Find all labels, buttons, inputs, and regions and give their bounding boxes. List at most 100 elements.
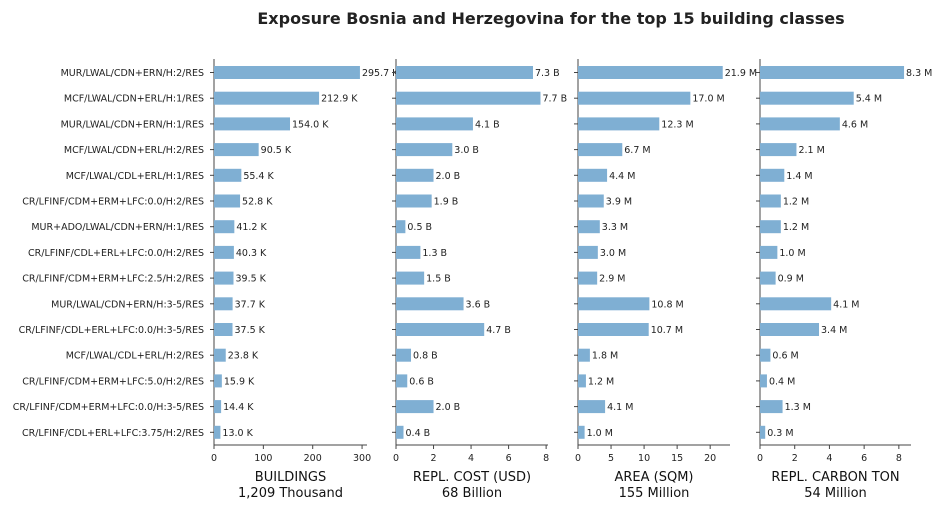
- bar: [578, 245, 598, 259]
- data-label: 90.5 K: [261, 145, 292, 156]
- bar: [760, 400, 783, 414]
- data-label: 212.9 K: [321, 94, 358, 105]
- bar: [760, 425, 766, 439]
- data-label: 1.2 M: [783, 197, 809, 208]
- bar: [396, 374, 408, 388]
- data-label: 4.1 M: [607, 402, 633, 413]
- data-label: 4.1 B: [475, 119, 500, 130]
- bar: [760, 374, 767, 388]
- category-label: MUR/LWAL/CDN+ERN/H:2/RES: [61, 68, 204, 79]
- x-axis-total: 1,209 Thousand: [238, 486, 343, 501]
- bar: [578, 143, 623, 157]
- bar: [396, 245, 421, 259]
- x-axis-label: REPL. CARBON TON: [771, 470, 899, 485]
- bar: [396, 297, 464, 311]
- data-label: 1.0 M: [587, 428, 613, 439]
- bar: [396, 91, 541, 105]
- x-tick-label: 8: [543, 453, 549, 464]
- bar: [396, 194, 432, 208]
- data-label: 41.2 K: [236, 222, 267, 233]
- data-label: 4.6 M: [842, 119, 868, 130]
- x-tick-label: 0: [757, 453, 763, 464]
- bar: [214, 220, 235, 234]
- data-label: 10.8 M: [651, 299, 683, 310]
- x-tick-label: 2: [792, 453, 798, 464]
- data-label: 15.9 K: [224, 376, 255, 387]
- bar: [396, 400, 434, 414]
- x-tick-label: 0: [211, 453, 217, 464]
- x-axis-total: 68 Billion: [442, 486, 502, 501]
- category-label: CR/LFINF/CDM+ERM+LFC:0.0/H:2/RES: [22, 197, 204, 208]
- data-label: 0.4 M: [769, 376, 795, 387]
- data-label: 37.7 K: [235, 299, 266, 310]
- data-label: 1.3 M: [785, 402, 811, 413]
- x-tick-label: 0: [393, 453, 399, 464]
- data-label: 52.8 K: [242, 197, 273, 208]
- bar: [578, 348, 590, 362]
- data-label: 0.3 M: [767, 428, 793, 439]
- data-label: 13.0 K: [222, 428, 253, 439]
- data-label: 3.6 B: [466, 299, 491, 310]
- bar: [578, 117, 660, 131]
- bar: [214, 143, 259, 157]
- data-label: 40.3 K: [236, 248, 267, 259]
- x-tick-label: 4: [826, 453, 832, 464]
- data-label: 1.5 B: [426, 274, 451, 285]
- category-label: CR/LFINF/CDL+ERL+LFC:0.0/H:3-5/RES: [19, 325, 204, 336]
- bar: [578, 66, 723, 79]
- bar: [214, 66, 360, 79]
- data-label: 17.0 M: [692, 94, 724, 105]
- category-label: CR/LFINF/CDL+ERL+LFC:3.75/H:2/RES: [22, 428, 204, 439]
- data-label: 4.7 B: [486, 325, 511, 336]
- data-label: 14.4 K: [223, 402, 254, 413]
- data-label: 4.4 M: [609, 171, 635, 182]
- data-label: 154.0 K: [292, 119, 329, 130]
- data-label: 3.4 M: [821, 325, 847, 336]
- category-label: MCF/LWAL/CDL+ERL/H:2/RES: [66, 351, 204, 362]
- data-label: 8.3 M: [906, 68, 932, 79]
- data-label: 1.0 M: [779, 248, 805, 259]
- bar: [214, 117, 291, 131]
- data-label: 3.0 B: [454, 145, 479, 156]
- data-label: 0.9 M: [778, 274, 804, 285]
- x-tick-label: 8: [896, 453, 902, 464]
- data-label: 0.5 B: [407, 222, 432, 233]
- bar: [214, 194, 241, 208]
- x-tick-label: 4: [468, 453, 474, 464]
- bar: [214, 271, 234, 285]
- bar: [578, 297, 650, 311]
- data-label: 2.0 B: [436, 171, 461, 182]
- category-label: MUR+ADO/LWAL/CDN+ERN/H:1/RES: [31, 222, 204, 233]
- bar: [396, 66, 533, 79]
- category-label: MUR/LWAL/CDN+ERN/H:1/RES: [61, 119, 204, 130]
- x-tick-label: 6: [861, 453, 867, 464]
- category-label: MCF/LWAL/CDN+ERL/H:2/RES: [64, 145, 204, 156]
- category-label: MUR/LWAL/CDN+ERN/H:3-5/RES: [51, 299, 204, 310]
- data-label: 12.3 M: [661, 119, 693, 130]
- bar: [214, 400, 222, 414]
- bar: [214, 168, 242, 182]
- bar: [214, 374, 222, 388]
- bar: [396, 425, 404, 439]
- x-axis-total: 54 Million: [804, 486, 867, 501]
- data-label: 2.1 M: [798, 145, 824, 156]
- bar: [760, 168, 785, 182]
- data-label: 1.2 M: [783, 222, 809, 233]
- data-label: 6.7 M: [624, 145, 650, 156]
- bar: [214, 245, 234, 259]
- x-tick-label: 6: [506, 453, 512, 464]
- data-label: 3.9 M: [606, 197, 632, 208]
- bar: [578, 400, 606, 414]
- x-axis-label: REPL. COST (USD): [413, 470, 531, 485]
- x-tick-label: 10: [638, 453, 650, 464]
- bar: [760, 143, 797, 157]
- bar: [214, 323, 233, 336]
- data-label: 2.0 B: [436, 402, 461, 413]
- bar: [760, 66, 905, 79]
- bar: [760, 91, 854, 105]
- bar: [578, 220, 600, 234]
- bar: [578, 271, 598, 285]
- data-label: 1.9 B: [434, 197, 459, 208]
- bar: [760, 220, 781, 234]
